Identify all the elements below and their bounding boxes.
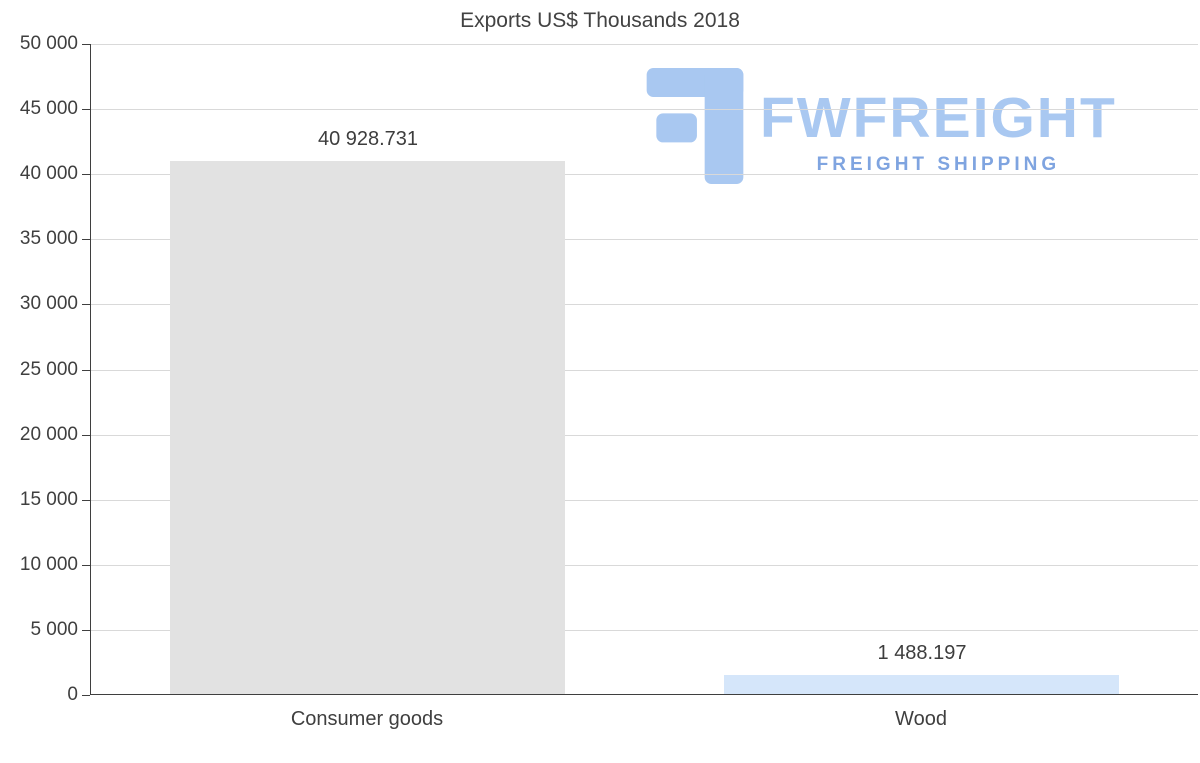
x-axis-labels: Consumer goods Wood (90, 700, 1197, 734)
y-axis-tick-label: 30 000 (19, 293, 78, 315)
bar-value-label: 1 488.197 (877, 641, 967, 664)
y-axis-tick (82, 695, 90, 696)
y-axis-tick (82, 369, 90, 371)
bar-consumer-goods (170, 161, 566, 694)
y-axis-tick-label: 10 000 (19, 553, 78, 575)
gridline (91, 564, 1198, 566)
bar-wood (724, 674, 1120, 694)
y-axis-tick (82, 499, 90, 501)
gridline (91, 109, 1198, 111)
y-axis-tick-label: 15 000 (19, 488, 78, 510)
y-axis-tick (82, 109, 90, 111)
x-axis-category-label: Wood (895, 708, 947, 730)
plot-area: 40 928.731 1 488.197 (82, 44, 1198, 696)
gridline (91, 239, 1198, 241)
y-axis-tick (82, 564, 90, 566)
y-axis-tick-label: 40 000 (19, 163, 78, 185)
y-axis-tick (82, 44, 90, 45)
y-axis-tick-label: 50 000 (19, 33, 78, 54)
gridline (91, 304, 1198, 306)
gridline (91, 174, 1198, 176)
y-axis-tick (82, 434, 90, 436)
chart-title: Exports US$ Thousands 2018 (460, 9, 740, 32)
y-axis-tick-label: 20 000 (19, 423, 78, 445)
y-axis-tick (82, 239, 90, 241)
y-axis-tick-label: 45 000 (19, 98, 78, 120)
y-axis-tick (82, 174, 90, 176)
gridline (91, 629, 1198, 631)
y-axis-tick-label: 0 (67, 684, 78, 705)
bar-value-label: 40 928.731 (317, 128, 419, 151)
gridline (91, 44, 1198, 45)
y-axis-labels: 0 5 000 10 000 15 000 20 000 25 000 30 000 35 0… (0, 33, 78, 705)
gridline (91, 499, 1198, 501)
gridline (91, 369, 1198, 371)
y-axis-tick-label: 35 000 (19, 228, 78, 250)
y-axis-tick-label: 5 000 (30, 618, 78, 640)
x-axis-category-label: Consumer goods (290, 708, 444, 730)
gridline (91, 434, 1198, 436)
y-axis-tick (82, 304, 90, 306)
y-axis-tick (82, 629, 90, 631)
y-axis-tick-label: 25 000 (19, 358, 78, 380)
